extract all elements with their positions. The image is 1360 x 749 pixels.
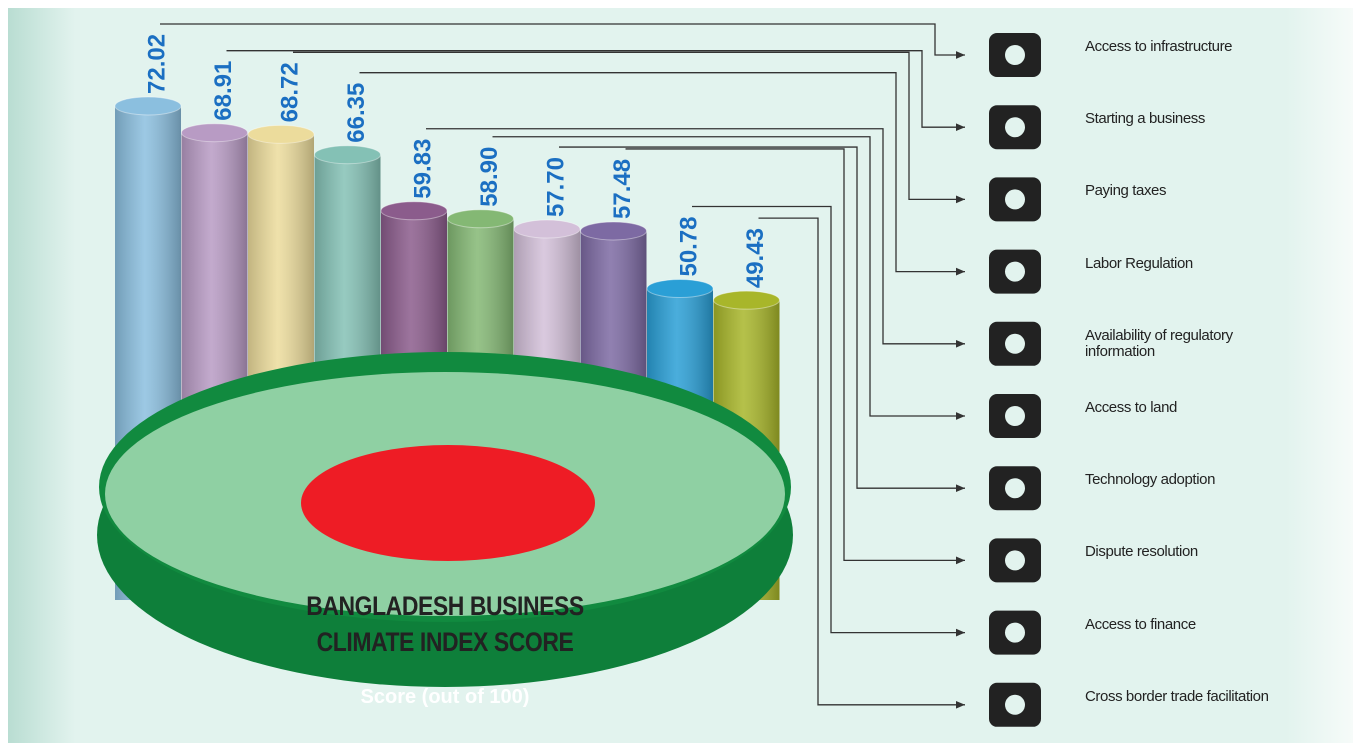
category-label: Technology adoption [1085, 472, 1270, 488]
icon [989, 611, 1041, 655]
value-label: 68.72 [276, 62, 303, 122]
icon [989, 177, 1041, 221]
bar-top [182, 124, 248, 142]
value-label: 59.83 [409, 139, 436, 199]
icon [989, 394, 1041, 438]
icon [989, 250, 1041, 294]
infographic: 72.02 68.91 68.72 66.35 59.83 58.90 57.70 57.48… [0, 0, 1360, 749]
bar-top [448, 210, 514, 228]
value-label: 49.43 [742, 228, 769, 288]
bar-top [381, 202, 447, 220]
category-label: Availability of regulatory information [1085, 328, 1270, 360]
chart-subtitle: Score (out of 100) [295, 686, 595, 709]
value-label: 66.35 [343, 83, 370, 143]
icon-detail [1005, 550, 1025, 570]
bar-top [115, 97, 181, 115]
icon [989, 105, 1041, 149]
icon-detail [1005, 478, 1025, 498]
icon-detail [1005, 117, 1025, 137]
category-label: Dispute resolution [1085, 544, 1270, 560]
icon [989, 33, 1041, 77]
value-label: 57.70 [542, 157, 569, 217]
category-label: Access to infrastructure [1085, 39, 1270, 55]
value-label: 58.90 [476, 147, 503, 207]
bar-top [514, 220, 580, 238]
category-label: Access to finance [1085, 617, 1270, 633]
bar-top [581, 222, 647, 240]
category-label: Cross border trade facilitation [1085, 689, 1270, 705]
value-label: 72.02 [143, 34, 170, 94]
icon-detail [1005, 45, 1025, 65]
category-label: Access to land [1085, 400, 1270, 416]
chart-title: BANGLADESH BUSINESS CLIMATE INDEX SCORE [267, 588, 624, 660]
category-label: Labor Regulation [1085, 256, 1270, 272]
icon [989, 538, 1041, 582]
icon-detail [1005, 189, 1025, 209]
bar-top [647, 280, 713, 298]
value-label: 57.48 [609, 159, 636, 219]
category-label: Paying taxes [1085, 183, 1270, 199]
icon [989, 466, 1041, 510]
icon [989, 322, 1041, 366]
bar-top [714, 291, 780, 309]
icon-detail [1005, 623, 1025, 643]
value-label: 50.78 [675, 216, 702, 276]
bar-top [248, 125, 314, 143]
icon-detail [1005, 406, 1025, 426]
category-label: Starting a business [1085, 111, 1270, 127]
icon-detail [1005, 262, 1025, 282]
icon [989, 683, 1041, 727]
bar-top [315, 146, 381, 164]
value-label: 68.91 [210, 61, 237, 121]
icon-detail [1005, 334, 1025, 354]
icon-detail [1005, 695, 1025, 715]
